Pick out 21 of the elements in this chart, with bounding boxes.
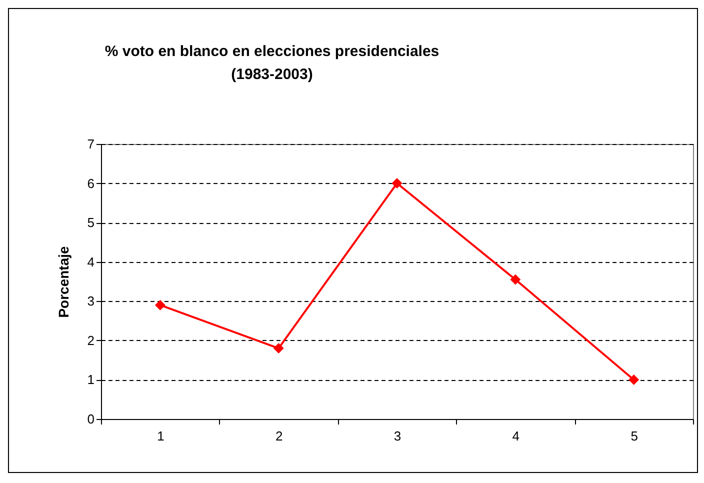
point [392,178,402,189]
y-tick-label: 0 [87,412,94,426]
point [628,374,640,385]
point [510,274,521,285]
x-tick-label: 4 [512,428,520,444]
chart-title: % voto en blanco en elecciones presidenciales [104,43,440,60]
chart-subtitle: (1983-2003) [231,66,313,83]
point [273,343,284,354]
y-tick-label: 1 [87,372,94,388]
y-axis-title: Porcentaje [55,246,72,318]
x-tick-label: 5 [630,428,638,444]
y-tick-label: 2 [87,332,94,348]
point [154,300,166,310]
x-tick-label: 1 [157,428,164,444]
y-tick-label: 4 [87,254,94,270]
y-tick-label: 5 [87,215,94,230]
x-tick-label: 3 [394,428,402,444]
y-tick-label: 7 [87,136,94,152]
y-tick-label: 3 [87,294,94,309]
x-tick-label: 2 [275,428,283,444]
y-tick-label: 6 [87,176,94,191]
